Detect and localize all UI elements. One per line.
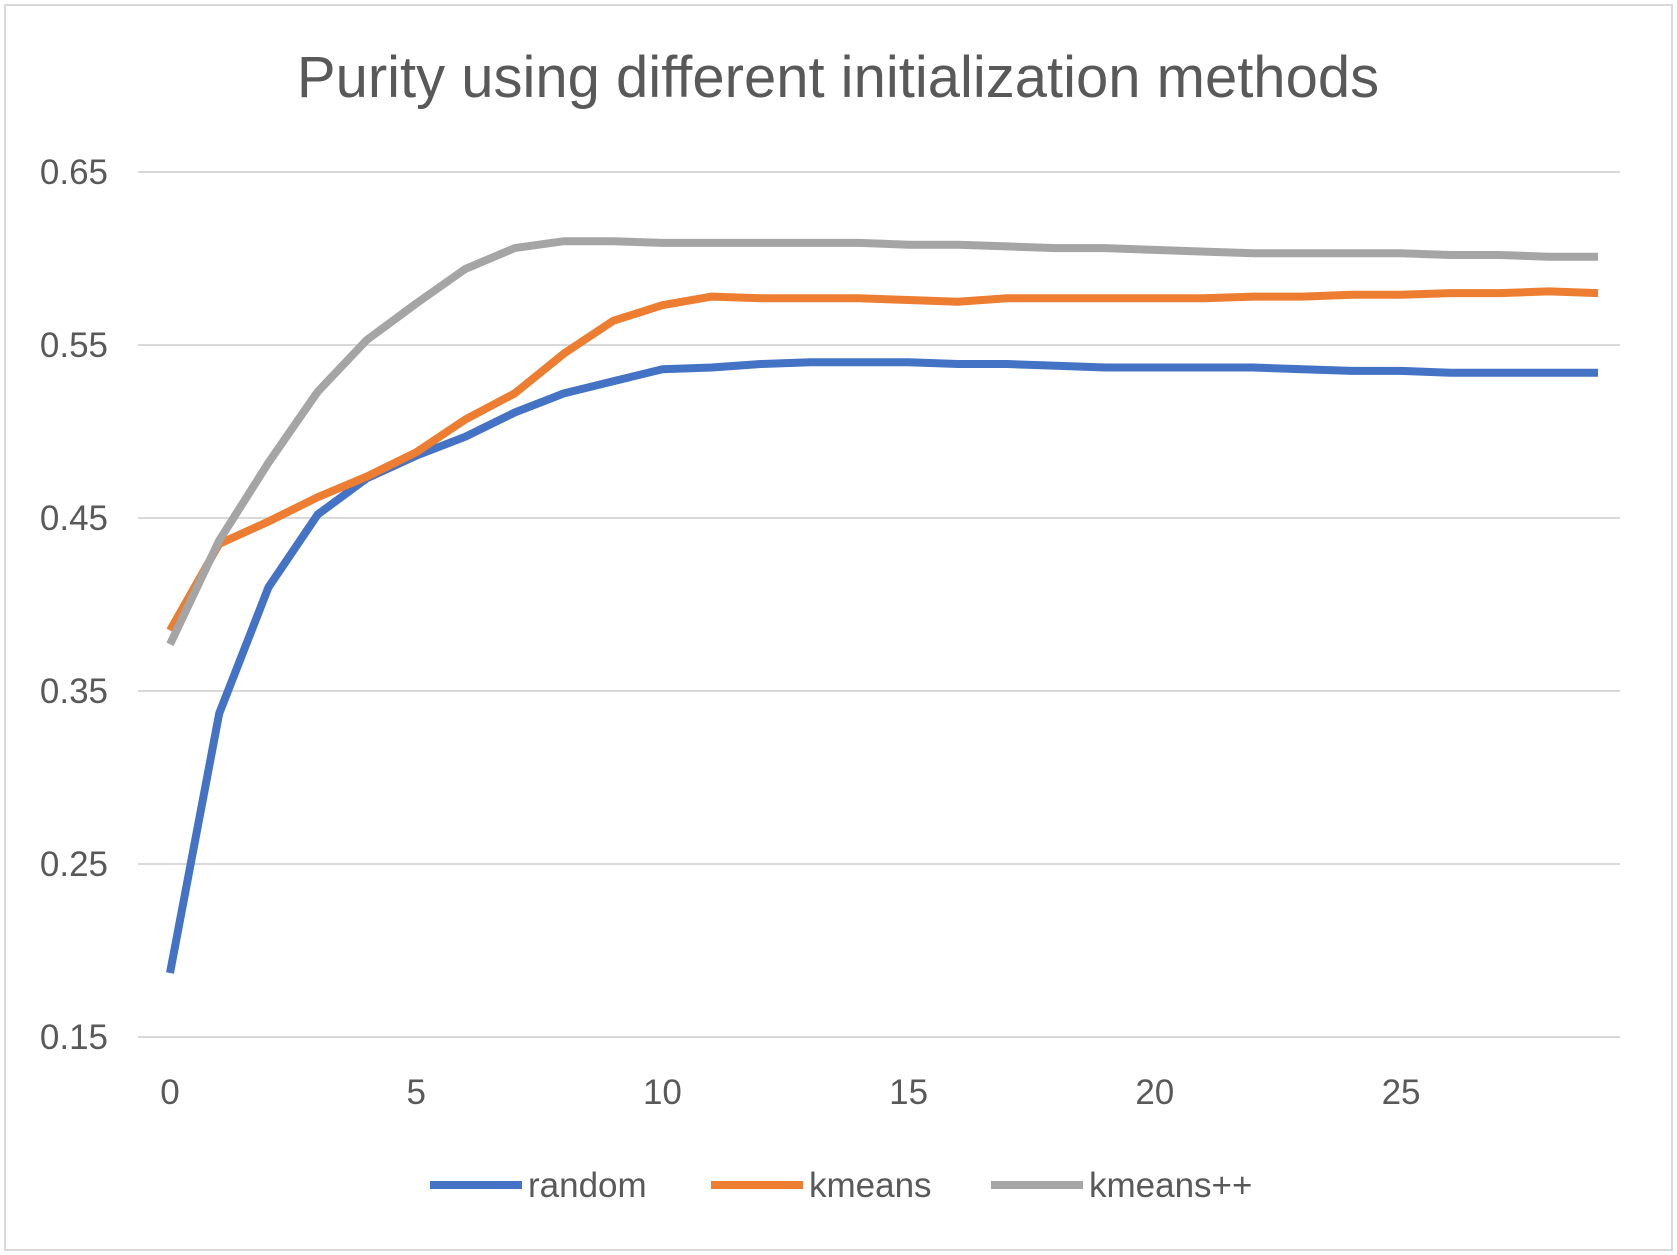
x-tick-label: 5 bbox=[406, 1073, 425, 1112]
x-tick-label: 10 bbox=[643, 1073, 682, 1112]
x-tick-label: 20 bbox=[1135, 1073, 1174, 1112]
legend: random kmeans kmeans++ bbox=[430, 1166, 1252, 1205]
x-tick-label: 15 bbox=[889, 1073, 928, 1112]
y-tick-label: 0.65 bbox=[40, 153, 108, 192]
y-axis-ticks: 0.15 0.25 0.35 0.45 0.55 0.65 bbox=[40, 153, 108, 1057]
y-tick-label: 0.25 bbox=[40, 845, 108, 884]
series-line-kmeansplusplus bbox=[166, 237, 1598, 647]
y-tick-label: 0.35 bbox=[40, 672, 108, 711]
y-tick-label: 0.45 bbox=[40, 499, 108, 538]
legend-label: kmeans++ bbox=[1089, 1166, 1252, 1205]
y-tick-label: 0.15 bbox=[40, 1018, 108, 1057]
legend-item-random: random bbox=[430, 1166, 647, 1205]
series-line-kmeans bbox=[166, 287, 1599, 633]
plot-area bbox=[166, 237, 1599, 974]
gridlines bbox=[138, 171, 1620, 1038]
x-tick-label: 25 bbox=[1382, 1073, 1421, 1112]
legend-item-kmeans: kmeans bbox=[711, 1166, 932, 1205]
legend-label: kmeans bbox=[809, 1166, 932, 1205]
x-tick-label: 0 bbox=[160, 1073, 179, 1112]
x-axis-ticks: 0 5 10 15 20 25 bbox=[160, 1073, 1420, 1112]
y-tick-label: 0.55 bbox=[40, 326, 108, 365]
legend-item-kmeansplusplus: kmeans++ bbox=[991, 1166, 1252, 1205]
legend-label: random bbox=[528, 1166, 647, 1205]
chart-frame bbox=[4, 4, 1673, 1251]
chart-title: Purity using different initialization me… bbox=[297, 45, 1379, 110]
series-line-random bbox=[166, 358, 1598, 974]
